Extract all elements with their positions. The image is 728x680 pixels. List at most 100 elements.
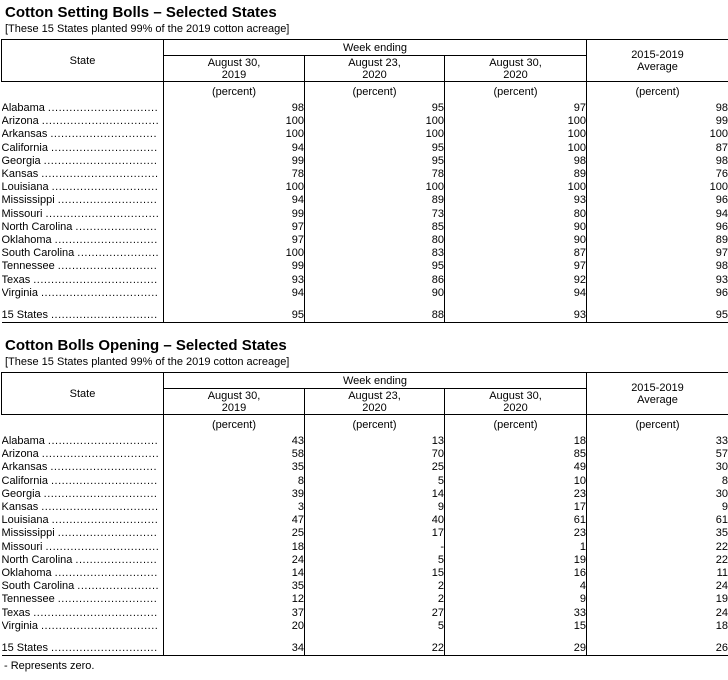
state-name: Arizona xyxy=(1,448,39,461)
value-cell: 25 xyxy=(163,527,305,541)
dot-leader xyxy=(75,554,158,567)
value-cell: 49 xyxy=(444,461,587,475)
value-cell: 61 xyxy=(444,514,587,528)
value-cell: 98 xyxy=(444,154,587,169)
state-name: Arkansas xyxy=(1,128,48,141)
state-name: Tennessee xyxy=(1,593,55,606)
state-cell: Arizona xyxy=(2,448,164,461)
value-cell: 17 xyxy=(444,501,587,515)
table-title: Cotton Bolls Opening – Selected States xyxy=(5,337,287,355)
value-cell: 100 xyxy=(163,181,305,195)
state-name: California xyxy=(1,474,48,487)
state-name: Missouri xyxy=(1,540,43,553)
dot-leader xyxy=(55,567,158,580)
state-cell: South Carolina xyxy=(2,580,164,593)
value-cell: 9 xyxy=(304,501,445,515)
value-cell: 16 xyxy=(444,567,587,581)
table-row: Alabama98959798 xyxy=(1,102,728,116)
unit-label: (percent) xyxy=(586,414,728,436)
value-cell: 96 xyxy=(586,286,728,301)
dot-leader xyxy=(33,607,158,620)
value-cell: 78 xyxy=(304,168,445,182)
state-cell: Missouri xyxy=(2,541,164,554)
value-cell: 97 xyxy=(163,234,305,248)
value-cell: 95 xyxy=(163,307,305,324)
state-cell: Kansas xyxy=(2,501,164,514)
unit-label: (percent) xyxy=(163,81,305,102)
state-cell: Louisiana xyxy=(2,181,164,194)
value-cell: 87 xyxy=(586,141,728,155)
unit-label: (percent) xyxy=(304,414,445,436)
state-name: Alabama xyxy=(1,435,45,448)
value-cell: 57 xyxy=(586,448,728,462)
value-cell: 35 xyxy=(163,461,305,475)
value-cell: 93 xyxy=(586,273,728,287)
date-column-header: August 30, 2019 xyxy=(163,388,305,416)
value-cell: 43 xyxy=(163,435,305,449)
value-cell: 33 xyxy=(444,606,587,620)
value-cell: 100 xyxy=(304,115,445,129)
table-row: Kansas78788976 xyxy=(2,168,728,182)
dot-leader xyxy=(50,128,158,141)
value-cell: 12 xyxy=(163,593,305,607)
value-cell: 24 xyxy=(586,580,728,594)
state-name: Arkansas xyxy=(1,461,48,474)
value-cell: 37 xyxy=(163,606,305,620)
value-cell: 94 xyxy=(163,141,305,155)
state-name: Virginia xyxy=(1,286,39,299)
value-cell: 89 xyxy=(586,234,728,248)
value-cell: 18 xyxy=(163,540,305,554)
value-cell: 98 xyxy=(586,102,728,116)
state-name: Alabama xyxy=(1,102,45,114)
value-cell: 22 xyxy=(586,553,728,568)
value-cell: 25 xyxy=(304,461,445,475)
value-cell: 22 xyxy=(586,540,728,554)
dot-leader xyxy=(77,580,158,593)
value-cell: 24 xyxy=(163,553,305,568)
state-cell: Arkansas xyxy=(2,461,164,474)
value-cell: 90 xyxy=(444,220,587,235)
value-cell: 99 xyxy=(586,115,728,129)
state-cell: Texas xyxy=(2,607,164,620)
spacer-row xyxy=(2,633,728,641)
value-cell: 97 xyxy=(444,260,587,274)
date-column-header: August 30, 2019 xyxy=(163,55,305,82)
dot-leader xyxy=(77,247,158,260)
value-cell: 88 xyxy=(304,307,445,324)
unit-label: (percent) xyxy=(444,414,587,436)
value-cell: 1 xyxy=(444,540,587,554)
value-cell: 95 xyxy=(304,260,445,274)
value-cell: 2 xyxy=(304,580,445,594)
table-row: Louisiana100100100100 xyxy=(2,181,728,195)
value-cell: 94 xyxy=(444,286,587,301)
date-column-header: August 30, 2020 xyxy=(444,388,587,416)
value-cell: 90 xyxy=(304,286,445,301)
date-column-header: August 23, 2020 xyxy=(304,388,445,416)
dot-leader xyxy=(33,274,158,287)
value-cell: 8 xyxy=(586,474,728,488)
state-cell: Missouri xyxy=(2,208,164,221)
state-cell: Texas xyxy=(2,274,164,287)
value-cell: 2 xyxy=(304,593,445,607)
dot-leader xyxy=(41,168,158,181)
value-cell: 40 xyxy=(304,514,445,528)
dot-leader xyxy=(51,142,158,155)
state-name: Georgia xyxy=(1,154,41,167)
value-cell: 94 xyxy=(586,207,728,221)
value-cell: 20 xyxy=(163,619,305,634)
value-cell: 30 xyxy=(586,461,728,475)
unit-label: (percent) xyxy=(304,81,445,102)
state-name: Oklahoma xyxy=(1,234,52,247)
value-cell: 34 xyxy=(163,640,305,657)
unit-label: (percent) xyxy=(586,81,728,102)
state-cell: Kansas xyxy=(2,168,164,181)
value-cell: 33 xyxy=(586,435,728,449)
bolls-opening-table: State Week ending 2015-2019 Average Augu… xyxy=(1,372,728,657)
